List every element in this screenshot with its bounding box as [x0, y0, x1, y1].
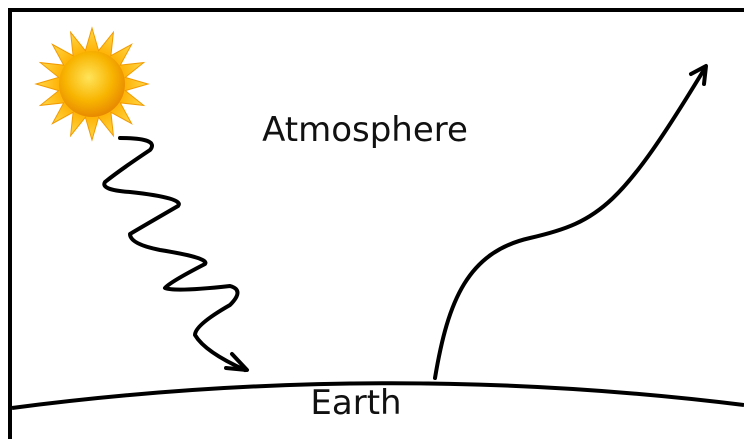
outgoing-arrowhead — [689, 64, 708, 86]
atmosphere-label: Atmosphere — [262, 110, 468, 150]
incoming-arrowhead — [224, 352, 249, 372]
earth-label: Earth — [310, 383, 401, 423]
sun — [34, 26, 150, 142]
frame — [8, 8, 744, 439]
outgoing-radiation — [433, 66, 707, 380]
incoming-radiation — [102, 136, 247, 372]
sun-disc — [59, 51, 125, 117]
earth-surface — [11, 381, 744, 410]
